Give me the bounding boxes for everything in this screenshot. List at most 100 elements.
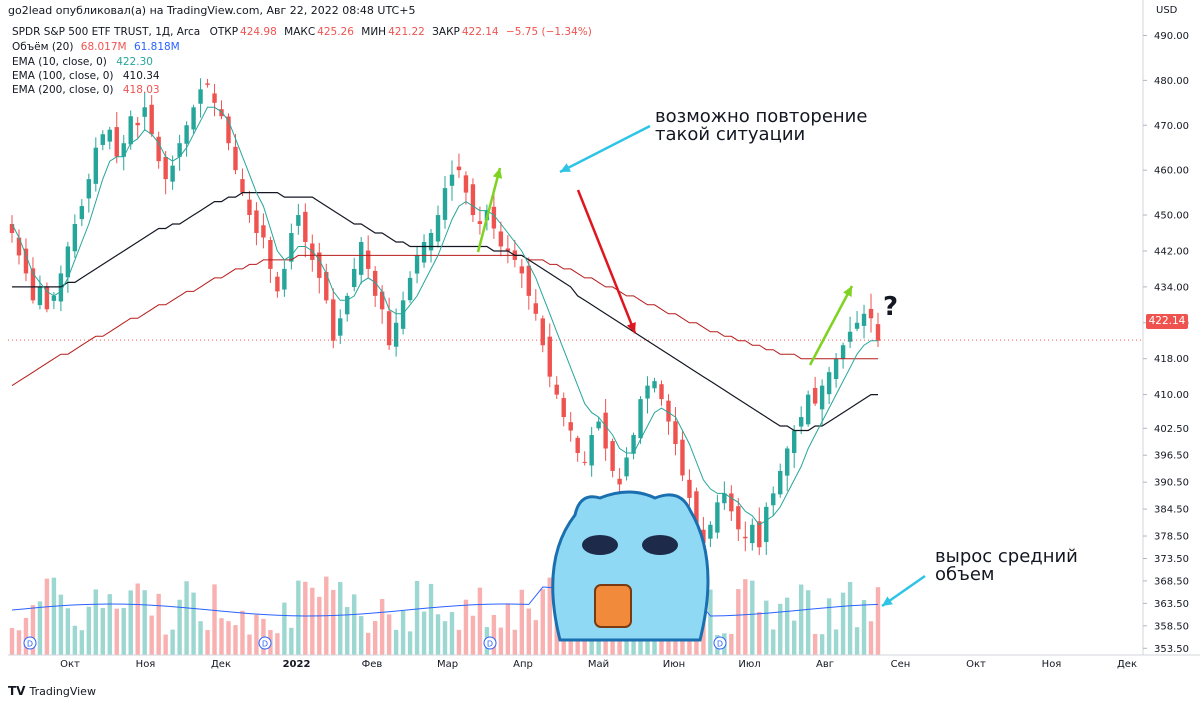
volume-bar (798, 584, 804, 655)
volume-bar (289, 627, 294, 655)
volume-bar (282, 602, 287, 655)
cyan-arrow-volume (881, 574, 926, 608)
volume-bar (456, 629, 462, 655)
volume-bar (191, 592, 196, 655)
volume-bar (9, 628, 15, 655)
volume-bar (156, 593, 161, 655)
legend-ema100-row: EMA (100, close, 0) 410.34 (12, 70, 160, 82)
volume-bar (212, 584, 217, 655)
candle-body (631, 435, 636, 454)
volume-bar (519, 589, 525, 655)
volume-bar (240, 610, 245, 655)
candle-body (303, 211, 308, 242)
volume-bar (421, 611, 427, 655)
candle-body (338, 318, 343, 336)
candle-body (414, 255, 420, 274)
volume-bar (114, 608, 119, 655)
candle-body (854, 322, 860, 329)
y-tick-label: 378.50 (1154, 532, 1189, 543)
volume-bar (177, 599, 182, 655)
candle-body (400, 300, 406, 329)
candle-body (282, 268, 287, 290)
cyan-arrow-volume-head (882, 596, 893, 606)
candle-body (9, 224, 15, 233)
x-tick-label: Май (588, 659, 609, 670)
x-tick-label: Ноя (136, 659, 156, 670)
legend-high-label: МАКС (284, 26, 316, 38)
candle-body (156, 136, 161, 162)
volume-bar (107, 594, 112, 655)
legend-ema10-label: EMA (10, close, 0) (12, 56, 107, 68)
candle-body (296, 215, 301, 226)
y-tick-label: 418.00 (1154, 354, 1189, 365)
dividend-marker-icon (713, 636, 727, 650)
x-tick-label: Ноя (1042, 659, 1062, 670)
ema10-line (11, 106, 878, 526)
legend-ema10-row: EMA (10, close, 0) 422.30 (12, 56, 153, 68)
dividend-marker-icon (23, 636, 37, 650)
candle-body (812, 387, 818, 404)
volume-bar (358, 616, 364, 655)
volume-bar (819, 634, 825, 655)
volume-bar (498, 627, 504, 655)
volume-bar (771, 629, 776, 655)
candle-body (875, 324, 881, 341)
volume-bar (833, 629, 839, 655)
volume-bar (121, 607, 126, 655)
y-tick-label: 450.00 (1154, 211, 1189, 222)
candle-body (456, 166, 462, 171)
y-tick-label: 490.00 (1154, 31, 1189, 42)
volume-bar (435, 614, 441, 655)
candle-body (163, 156, 168, 180)
candle-body (847, 331, 853, 342)
legend-low-label: МИН (361, 26, 387, 38)
legend-symbol: SPDR S&P 500 ETF TRUST, 1Д, Arca (12, 26, 201, 38)
legend-volume-row: Объём (20) 68.017M 61.818M (12, 41, 180, 53)
volume-bar (791, 620, 797, 655)
candle-body (365, 250, 371, 269)
x-tick-label: Апр (513, 659, 533, 670)
x-tick-label: Дек (1117, 659, 1137, 670)
volume-bar (547, 577, 552, 655)
candle-body (826, 372, 832, 395)
candle-body (16, 237, 22, 256)
candle-body (673, 421, 678, 444)
volume-bar (345, 606, 350, 655)
candle-body (128, 116, 133, 145)
volume-bar (414, 580, 420, 655)
candle-body (610, 441, 615, 471)
candle-body (37, 286, 43, 306)
candle-body (121, 143, 126, 157)
ema200-line (11, 254, 878, 387)
volume-bar (729, 633, 734, 655)
dividend-marker-icon (483, 636, 497, 650)
volume-bar (470, 615, 476, 655)
legend-volume-label: Объём (20) (12, 41, 74, 53)
candle-body (352, 268, 357, 288)
red-arrow-down (576, 189, 637, 334)
candle-body (247, 199, 252, 216)
volume-bar (226, 621, 231, 655)
x-tick-label: Дек (211, 659, 231, 670)
green-arrow-up-1 (476, 167, 503, 253)
volume-bar (163, 634, 168, 655)
volume-bar (170, 629, 175, 655)
volume-bar (16, 630, 22, 655)
volume-ma-line (11, 586, 879, 617)
candle-body (519, 266, 525, 274)
legend-ema100-label: EMA (100, close, 0) (12, 70, 114, 82)
currency-label: USD (1156, 5, 1178, 16)
candle-body (785, 448, 790, 476)
volume-bar (736, 589, 741, 655)
candle-body (289, 233, 294, 262)
legend-low-value: 421.22 (388, 26, 425, 38)
candle-body (372, 270, 378, 296)
volume-bar (400, 610, 406, 655)
candle-body (198, 89, 203, 104)
candle-body (617, 478, 622, 485)
candle-body (358, 241, 364, 275)
volume-bar (533, 620, 538, 655)
volume-bar (442, 621, 448, 655)
